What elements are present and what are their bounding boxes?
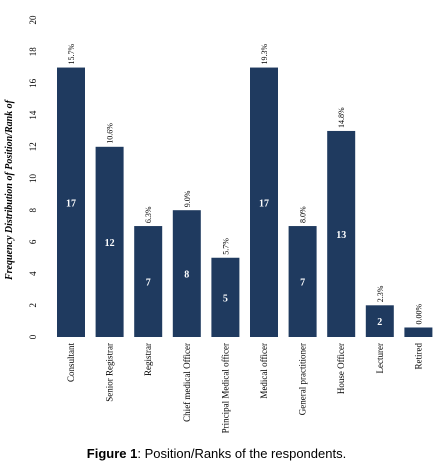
- y-tick-label: 18: [28, 47, 38, 57]
- y-tick-label: 20: [28, 15, 38, 25]
- figure-caption-text: : Position/Ranks of the respondents.: [137, 446, 347, 461]
- x-axis-labels: Consultant Senior Registrar Registrar Chief…: [66, 343, 423, 434]
- x-tick-label: House Officer: [336, 343, 346, 394]
- bar-percent-label: 19.3%: [260, 44, 269, 65]
- x-tick-label: Senior Registrar: [105, 343, 115, 402]
- bar: [211, 257, 240, 337]
- bar: [57, 67, 85, 338]
- x-tick-label: Registrar: [143, 343, 153, 376]
- y-tick-label: 4: [28, 271, 38, 276]
- bar-chart: Frequency Distribution of Position/Rank …: [4, 15, 433, 434]
- bar-percent-label: 8.0%: [299, 206, 308, 223]
- bar-percent-label: 14.8%: [337, 107, 346, 128]
- bar: [365, 305, 394, 337]
- bar: [327, 130, 356, 337]
- bar: [250, 67, 278, 338]
- bar-percent-label: 6.3%: [144, 206, 153, 223]
- bars: 17 15.7% 12 10.6% 7 6.3% 8 9.0% 5 5.7% 17 19.3% 7 8.0…: [57, 44, 433, 338]
- bar-percent-label: 15.7%: [67, 44, 76, 65]
- figure-label: Figure 1: [86, 446, 138, 461]
- bar-percent-label: 10.6%: [106, 123, 115, 144]
- bar-value-label: 8: [184, 270, 189, 281]
- bar-value-label: 12: [105, 238, 115, 249]
- bar: [288, 226, 317, 337]
- x-tick-label: Consultant: [66, 343, 76, 383]
- x-tick-label: Lecturer: [375, 343, 385, 373]
- bar-value-label: 5: [223, 293, 228, 304]
- bar: [95, 146, 124, 337]
- bar: [404, 327, 433, 337]
- y-tick-label: 6: [28, 239, 38, 244]
- y-tick-label: 10: [28, 174, 38, 184]
- bar-value-label: 2: [377, 317, 382, 328]
- y-tick-label: 2: [28, 303, 38, 308]
- y-tick-label: 0: [28, 334, 38, 339]
- bar-percent-label: 5.7%: [221, 238, 230, 255]
- bar-value-label: 13: [336, 230, 346, 241]
- x-tick-label: Medical officer: [259, 343, 269, 399]
- bar-percent-label: 9.0%: [183, 190, 192, 207]
- bar: [172, 210, 201, 337]
- y-tick-label: 14: [28, 110, 38, 120]
- y-tick-label: 12: [28, 142, 38, 151]
- x-tick-label: Chief medical Officer: [182, 343, 192, 422]
- x-tick-label: General practitioner: [298, 343, 308, 415]
- x-tick-label: Retired: [413, 343, 423, 370]
- figure-caption: Figure 1: Position/Ranks of the responde…: [0, 446, 433, 461]
- bar-value-label: 7: [300, 278, 305, 289]
- bar-value-label: 17: [259, 198, 269, 209]
- x-tick-label: Principal Medical officer: [220, 343, 230, 433]
- bar-value-label: 17: [66, 198, 76, 209]
- y-tick-label: 8: [28, 207, 38, 212]
- y-tick-label: 16: [28, 78, 38, 88]
- bar-percent-label: 0.00%: [414, 303, 423, 324]
- y-axis-ticks: 0 2 4 6 8 10 12 14 16 18 20: [28, 15, 38, 339]
- bar: [134, 226, 163, 337]
- bar-value-label: 7: [146, 278, 151, 289]
- y-axis-label: Frequency Distribution of Position/Rank …: [4, 98, 15, 281]
- bar-percent-label: 2.3%: [376, 285, 385, 302]
